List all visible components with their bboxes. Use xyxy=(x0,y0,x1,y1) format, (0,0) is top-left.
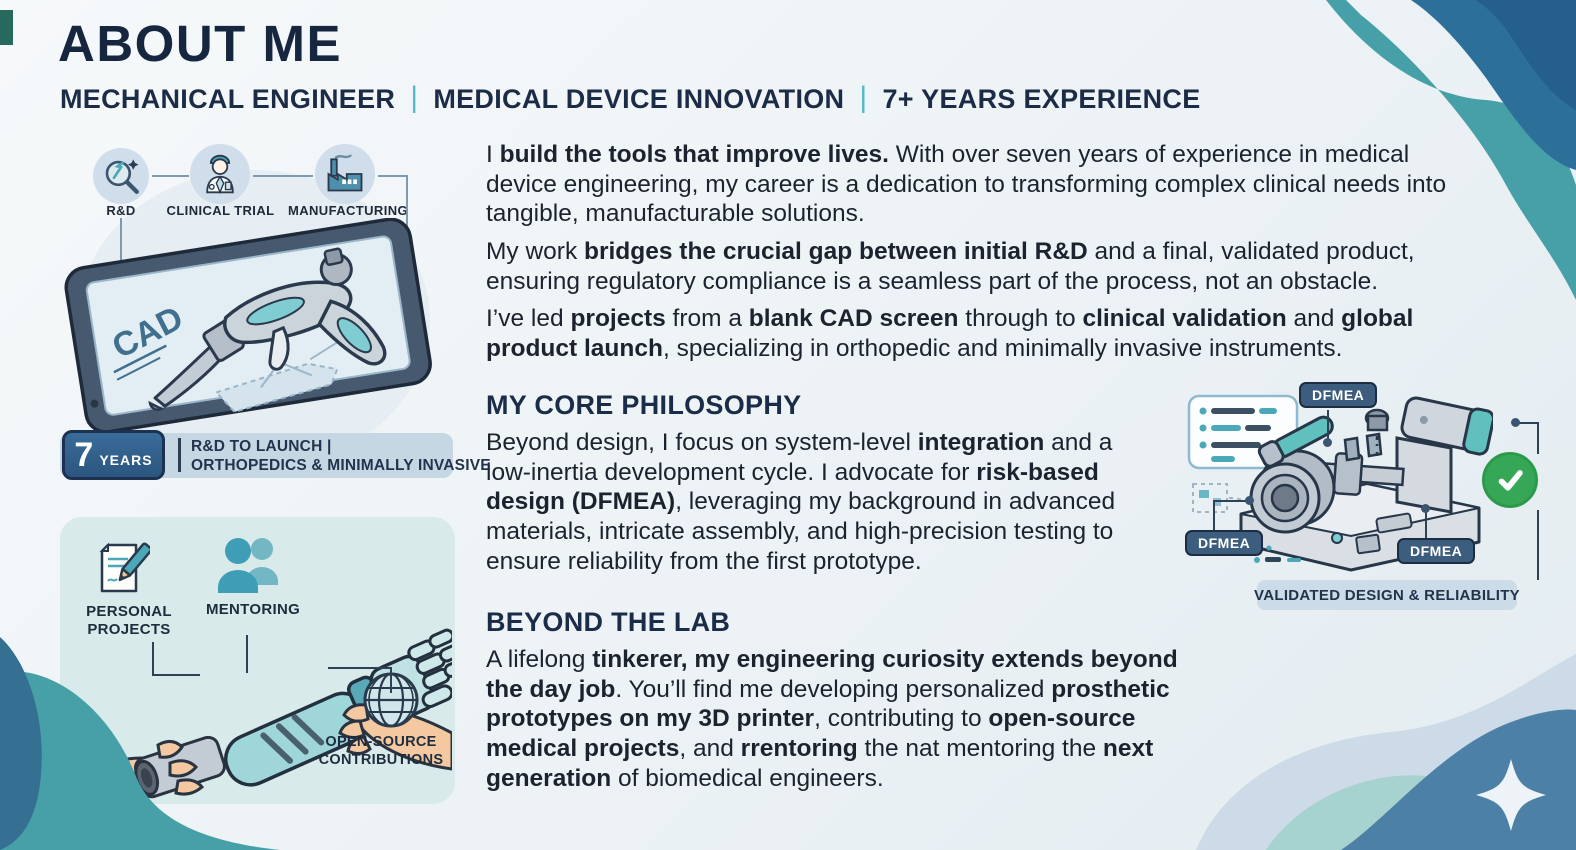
magnifier-icon xyxy=(105,159,139,194)
subtitle-domain: MEDICAL DEVICE INNOVATION xyxy=(433,83,845,114)
subtitle-role: MECHANICAL ENGINEER xyxy=(60,83,396,114)
years-badge: 7 YEARS xyxy=(62,430,165,480)
cad-tablet-illustration: CAD xyxy=(64,218,432,430)
validation-connector xyxy=(1213,500,1249,502)
rd-step-circle xyxy=(93,148,149,204)
manufacturing-step-circle xyxy=(315,144,375,204)
community-connector xyxy=(390,667,392,693)
beyond-heading: BEYOND THE LAB xyxy=(486,607,731,638)
dfmea-label-top: DFMEA xyxy=(1299,382,1378,408)
step-label-rd: R&D xyxy=(106,203,136,218)
experience-strip-text: R&D TO LAUNCH | ORTHOPEDICS & MINIMALLY … xyxy=(191,437,491,475)
top-right-wave-decoration xyxy=(1326,0,1576,300)
validation-connector xyxy=(1537,510,1539,580)
validation-connector xyxy=(1327,410,1329,440)
connector-node xyxy=(1421,504,1430,513)
bottom-left-wave-decoration xyxy=(0,637,280,850)
connector-node xyxy=(1245,496,1254,505)
page-subtitle: MECHANICAL ENGINEER | MEDICAL DEVICE INN… xyxy=(60,81,1201,116)
connector-node xyxy=(1511,418,1520,427)
validation-illustration: DFMEA DFMEA DFMEA VALIDATED DESIGN & REL… xyxy=(1185,382,1576,616)
bio-text-column: I build the tools that improve lives. Wi… xyxy=(486,140,1471,801)
bottom-right-wave-decoration xyxy=(1196,654,1576,850)
intro-paragraph-3: I’ve led projects from a blank CAD scree… xyxy=(486,305,1414,362)
subtitle-separator: | xyxy=(410,81,419,114)
step-label-manufacturing: MANUFACTURING xyxy=(288,203,409,218)
timeline-connector xyxy=(378,175,408,177)
validation-caption: VALIDATED DESIGN & RELIABILITY xyxy=(1254,580,1520,610)
validation-connector xyxy=(1515,422,1539,424)
subtitle-experience: 7+ YEARS EXPERIENCE xyxy=(882,83,1201,114)
connector-node xyxy=(1323,438,1332,447)
community-connector xyxy=(152,642,154,674)
beyond-body: A lifelong tinkerer, my engineering curi… xyxy=(486,646,1178,792)
philosophy-heading: MY CORE PHILOSOPHY xyxy=(486,390,802,421)
dfmea-label-right: DFMEA xyxy=(1397,538,1476,564)
timeline-connector xyxy=(253,175,313,177)
validation-connector xyxy=(1213,500,1215,532)
experience-line1: R&D TO LAUNCH | xyxy=(191,438,332,455)
philosophy-body: Beyond design, I focus on system-level i… xyxy=(486,429,1116,575)
corner-accent-square xyxy=(0,10,13,45)
years-number: 7 xyxy=(74,436,94,474)
years-unit: YEARS xyxy=(99,451,153,468)
experience-line2: ORTHOPEDICS & MINIMALLY INVASIVE xyxy=(191,457,491,474)
intro-paragraph-2: My work bridges the crucial gap between … xyxy=(486,237,1415,295)
timeline-connector xyxy=(152,175,189,177)
validation-connector xyxy=(1425,510,1427,540)
community-label-mentoring: MENTORING xyxy=(205,601,301,618)
step-label-clinical: CLINICAL TRIAL xyxy=(166,203,275,218)
clinical-step-circle xyxy=(190,144,250,204)
page-title: ABOUT ME xyxy=(58,15,342,72)
people-icon xyxy=(218,538,278,593)
timeline-connector xyxy=(406,175,408,255)
timeline-connector xyxy=(120,218,122,262)
intro-paragraph-1: I build the tools that improve lives. Wi… xyxy=(486,141,1447,228)
document-pencil-icon xyxy=(99,542,150,593)
strip-divider xyxy=(178,438,181,472)
community-connector xyxy=(246,635,248,673)
community-label-personal-projects: PERSONAL PROJECTS xyxy=(86,603,172,638)
doctor-icon xyxy=(206,154,234,195)
check-icon xyxy=(1482,452,1538,508)
community-label-open-source: OPEN-SOURCE CONTRIBUTIONS xyxy=(318,734,444,768)
community-connector xyxy=(152,674,200,676)
dfmea-label-left: DFMEA xyxy=(1185,530,1264,556)
factory-icon xyxy=(327,154,363,192)
community-connector xyxy=(328,667,390,669)
validation-connector xyxy=(1537,422,1539,454)
subtitle-separator: | xyxy=(859,81,868,114)
